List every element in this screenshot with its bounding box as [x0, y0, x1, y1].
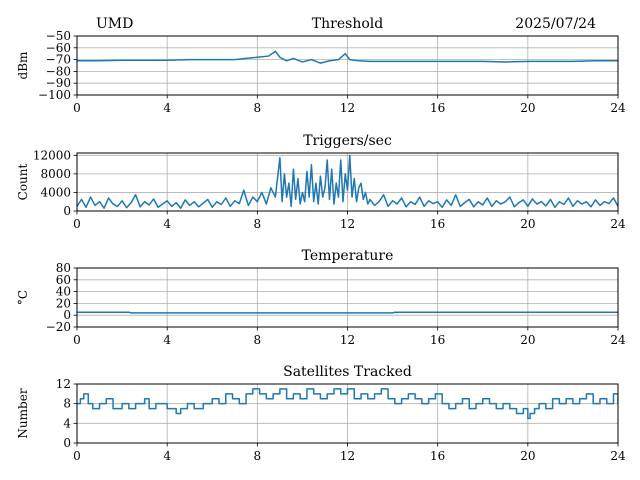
x-tick-label: 20 [520, 101, 535, 115]
series-line [77, 388, 618, 420]
chart-panel-1: 0 4 8 12 16 20 24 −50−60−70−80−90−100 Threshold d… [16, 16, 626, 115]
chart-title: Satellites Tracked [283, 364, 412, 380]
x-tick-label: 4 [163, 449, 171, 463]
x-tick-label: 4 [163, 333, 171, 347]
y-tick-label: 8000 [40, 167, 71, 181]
x-tick-label: 12 [340, 449, 355, 463]
y-tick-label: 4000 [40, 185, 71, 199]
x-tick-label: 24 [610, 217, 626, 231]
y-tick-label: 80 [56, 261, 71, 275]
chart-title: Triggers/sec [303, 133, 392, 149]
x-tick-label: 24 [610, 101, 626, 115]
y-tick-label: 8 [63, 397, 71, 411]
chart-title: Threshold [312, 16, 383, 32]
y-tick-label: 0 [63, 308, 71, 322]
y-tick-label: 40 [56, 285, 71, 299]
y-tick-label: −20 [46, 320, 71, 334]
x-tick-label: 8 [254, 449, 262, 463]
y-tick-label: 4 [63, 416, 71, 430]
header-date-label: 2025/07/24 [515, 16, 596, 32]
x-tick-label: 16 [430, 449, 445, 463]
x-tick-label: 16 [430, 217, 445, 231]
x-tick-label: 4 [163, 217, 171, 231]
series-line [77, 50, 618, 64]
x-tick-label: 12 [340, 101, 355, 115]
y-tick-label: −70 [46, 53, 71, 67]
x-tick-label: 16 [430, 333, 445, 347]
x-tick-label: 0 [73, 217, 81, 231]
x-tick-label: 0 [73, 449, 81, 463]
header-station-label: UMD [96, 16, 133, 32]
x-tick-label: 24 [610, 333, 626, 347]
series-line [77, 311, 618, 314]
x-tick-label: 8 [254, 101, 262, 115]
chart-title: Temperature [302, 248, 394, 264]
x-tick-label: 8 [254, 217, 262, 231]
x-tick-label: 12 [340, 333, 355, 347]
y-tick-label: 0 [63, 204, 71, 218]
y-tick-label: −80 [46, 64, 71, 78]
y-axis-label: °C [16, 290, 30, 305]
x-tick-label: 12 [340, 217, 355, 231]
x-tick-label: 4 [163, 101, 171, 115]
y-tick-label: 12 [56, 377, 71, 391]
x-tick-label: 24 [610, 449, 626, 463]
series-line [77, 154, 618, 209]
y-tick-label: −60 [46, 41, 71, 55]
x-tick-label: 20 [520, 333, 535, 347]
y-tick-label: 20 [56, 296, 71, 310]
x-tick-label: 20 [520, 449, 535, 463]
chart-panel-4: 0 4 8 12 16 20 24 0 4 8 12 Satellites Tracked Number [16, 364, 626, 463]
x-tick-label: 8 [254, 333, 262, 347]
y-tick-label: 12000 [33, 148, 71, 162]
x-tick-label: 20 [520, 217, 535, 231]
y-axis-label: dBm [16, 51, 30, 80]
y-tick-label: −100 [38, 88, 71, 102]
y-tick-label: −50 [46, 29, 71, 43]
chart-panels: 0 4 8 12 16 20 24 −50−60−70−80−90−100 Threshold d… [16, 16, 626, 463]
y-tick-label: 0 [63, 436, 71, 450]
y-axis-label: Count [16, 163, 30, 200]
x-tick-label: 16 [430, 101, 445, 115]
x-tick-label: 0 [73, 101, 81, 115]
chart-panel-2: 0 4 8 12 16 20 24 0 4000 8000 12000 Triggers/sec Cou… [16, 133, 626, 231]
y-tick-label: 60 [56, 273, 71, 287]
y-tick-label: −90 [46, 76, 71, 90]
x-tick-label: 0 [73, 333, 81, 347]
y-axis-label: Number [16, 388, 30, 438]
